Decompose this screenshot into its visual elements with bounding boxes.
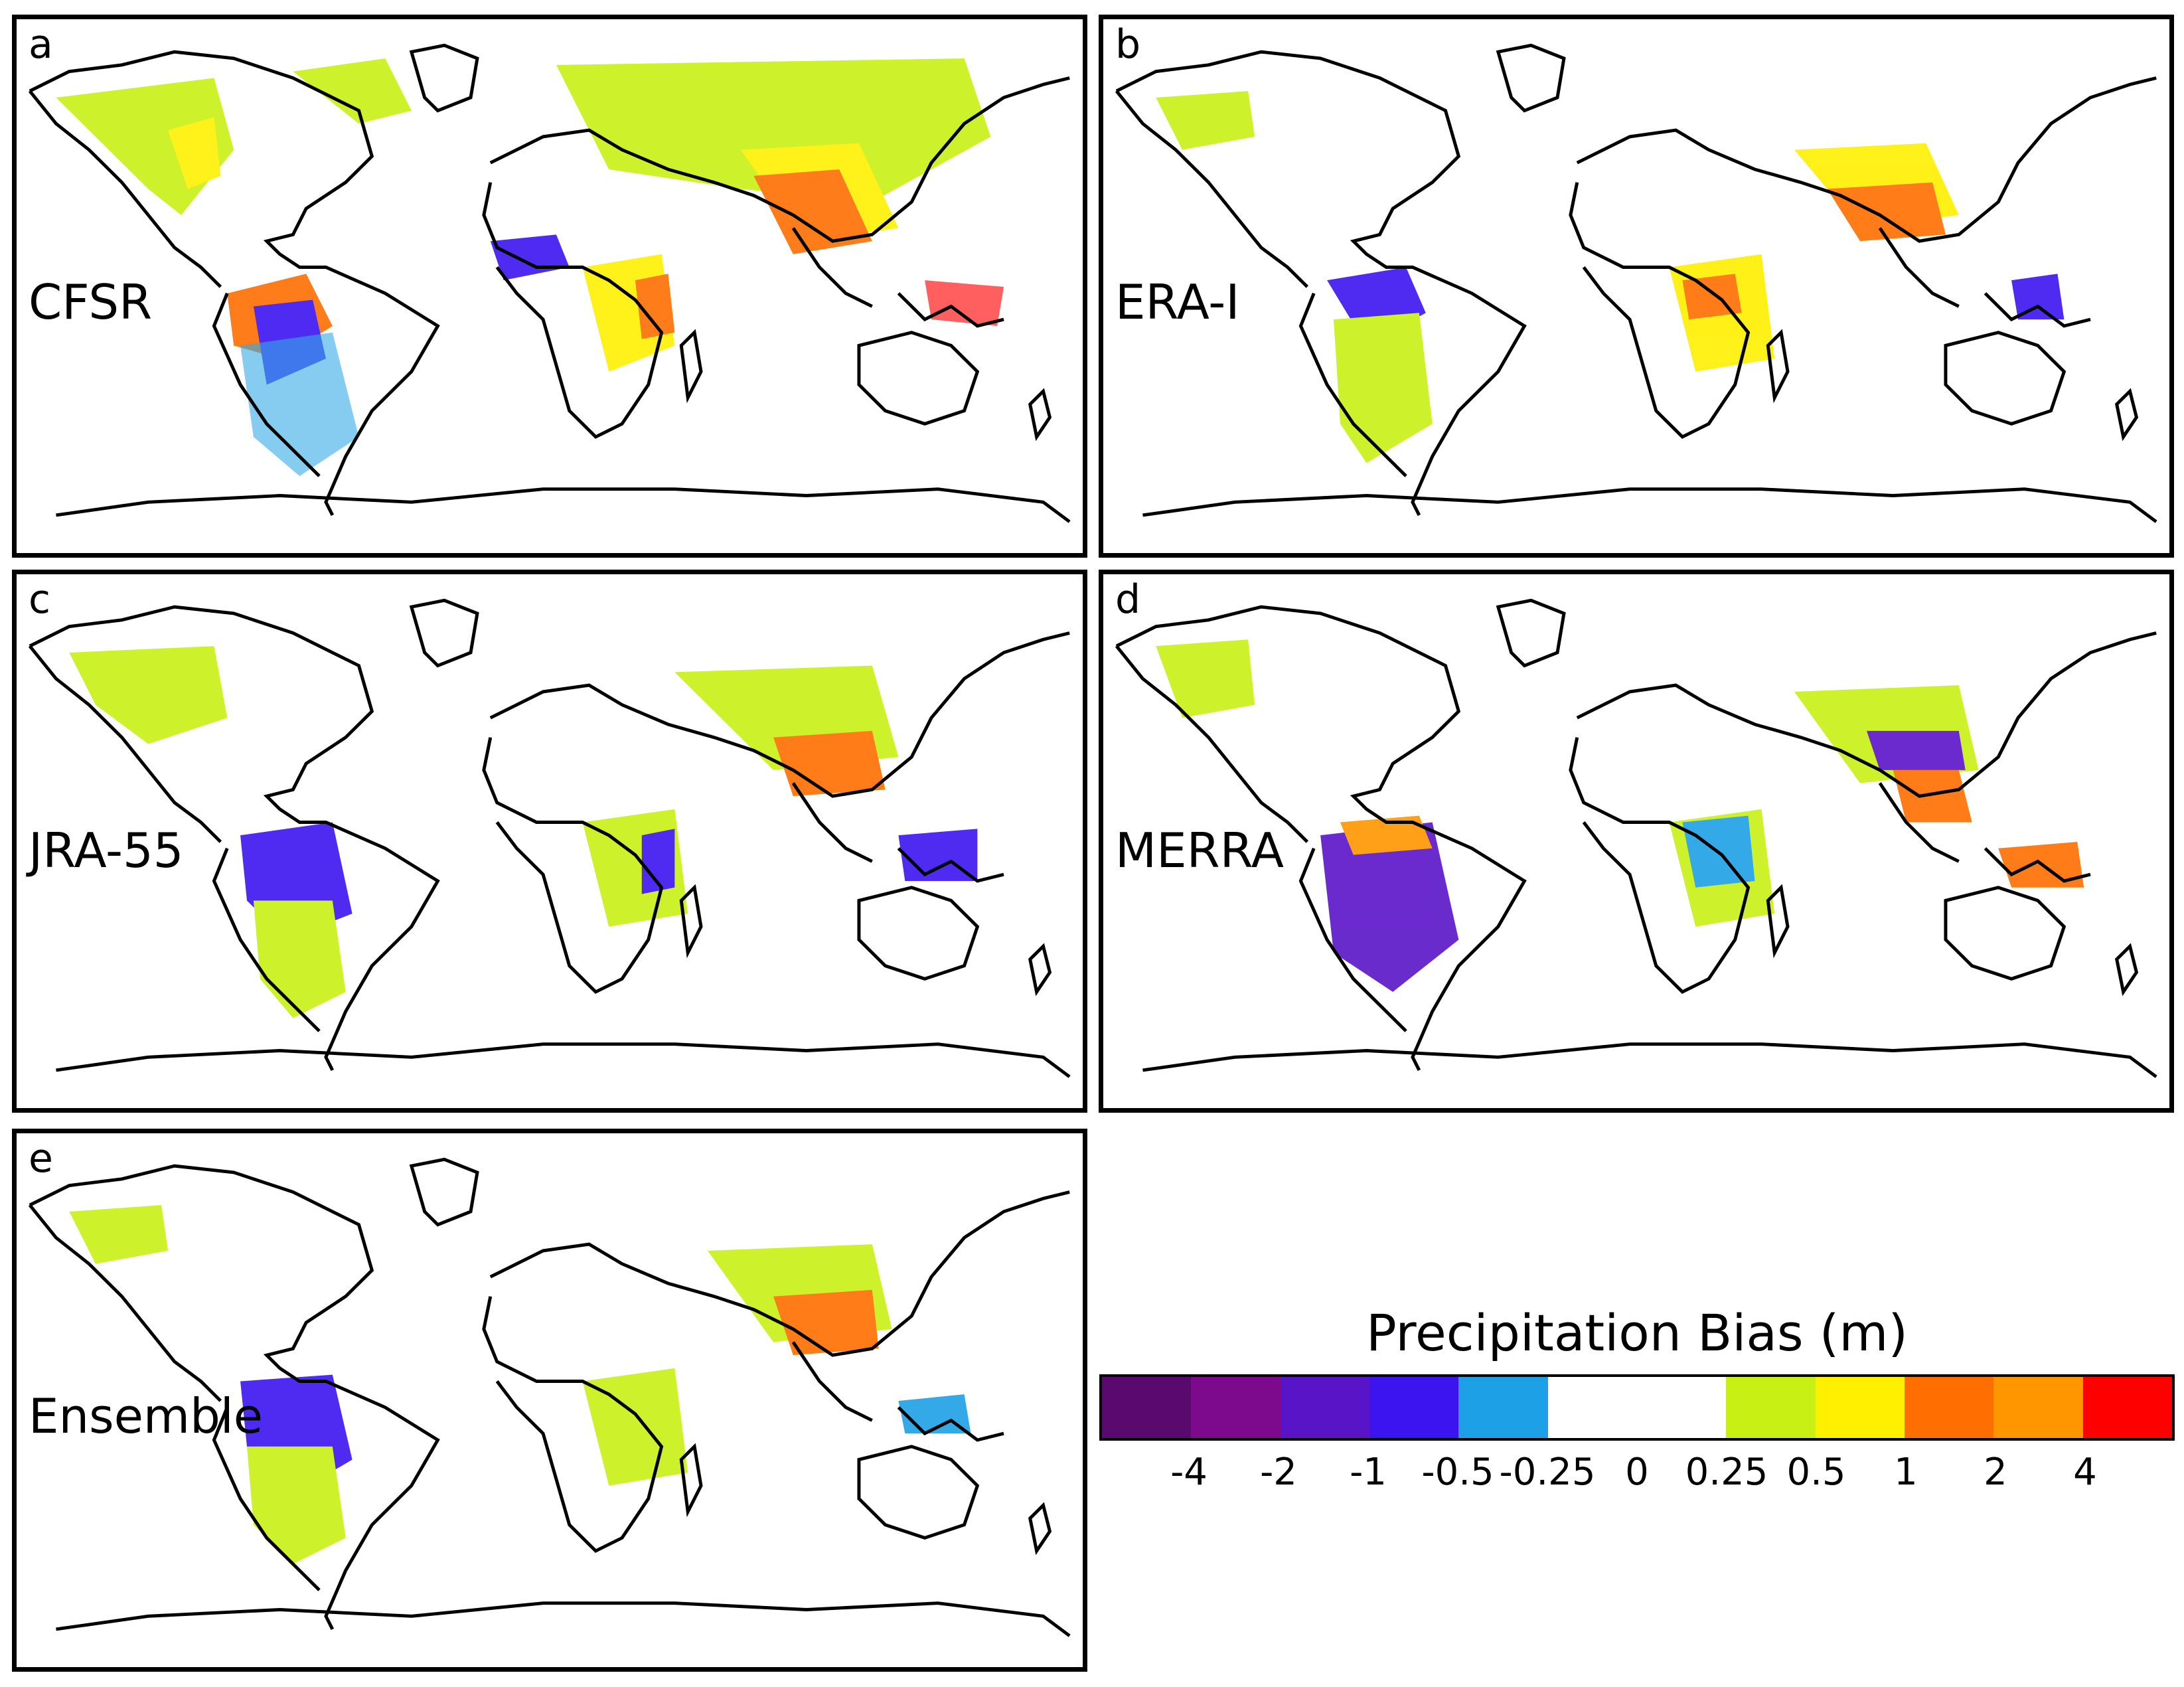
color-swatch xyxy=(1815,1377,1905,1438)
bias-patches xyxy=(1156,91,2065,463)
tick-label: -0.5 xyxy=(1421,1451,1494,1494)
color-swatch xyxy=(1904,1377,1994,1438)
model-label: CFSR xyxy=(29,274,153,330)
world-map-c xyxy=(28,598,1071,1078)
coastlines xyxy=(28,598,1071,1078)
world-map-e xyxy=(28,1157,1071,1637)
colorbar-legend: Precipitation Bias (m) -4 -2 -1 -0.5 -0.… xyxy=(1099,1308,2175,1520)
panel-letter: d xyxy=(1115,576,1141,623)
tick-label: 0 xyxy=(1625,1451,1649,1494)
tick-label: 1 xyxy=(1894,1451,1918,1494)
color-swatch xyxy=(1102,1377,1192,1438)
map-panel-b: b ERA-I xyxy=(1099,15,2174,558)
tick-label: -4 xyxy=(1170,1451,1208,1494)
panel-letter: c xyxy=(29,576,50,623)
tick-label: -2 xyxy=(1260,1451,1297,1494)
bias-patches xyxy=(69,1205,971,1564)
coastlines xyxy=(1115,43,2157,523)
coastlines xyxy=(28,1157,1071,1637)
color-swatch xyxy=(1191,1377,1281,1438)
map-panel-e: e Ensemble xyxy=(12,1129,1087,1672)
color-swatch xyxy=(1636,1377,1727,1438)
tick-label: -0.25 xyxy=(1499,1451,1596,1494)
bias-patches xyxy=(56,58,1004,477)
tick-label: -1 xyxy=(1350,1451,1387,1494)
colorbar xyxy=(1099,1374,2175,1441)
world-map-a xyxy=(28,43,1071,523)
color-swatch xyxy=(1369,1377,1459,1438)
world-map-b xyxy=(1115,43,2157,523)
map-panel-a: a CFSR xyxy=(12,15,1087,558)
bias-patches xyxy=(1156,639,2084,993)
world-map-d xyxy=(1115,598,2157,1078)
tick-label: 2 xyxy=(1984,1451,2007,1494)
color-swatch xyxy=(1458,1377,1548,1438)
color-swatch xyxy=(1547,1377,1637,1438)
coastlines xyxy=(28,43,1071,523)
map-panel-d: d MERRA xyxy=(1099,570,2174,1113)
legend-title: Precipitation Bias (m) xyxy=(1365,1303,1909,1362)
panel-letter: a xyxy=(29,21,53,68)
model-label: MERRA xyxy=(1115,823,1285,878)
colorbar-ticks: -4 -2 -1 -0.5 -0.25 0 0.25 0.5 1 2 4 xyxy=(1099,1454,2175,1507)
map-panel-c: c JRA-55 xyxy=(12,570,1087,1113)
coastlines xyxy=(1115,598,2157,1078)
model-label: JRA-55 xyxy=(29,823,184,878)
panel-letter: b xyxy=(1115,21,1141,68)
color-swatch xyxy=(2082,1377,2172,1438)
tick-label: 0.25 xyxy=(1685,1451,1768,1494)
tick-label: 0.5 xyxy=(1786,1451,1846,1494)
model-label: ERA-I xyxy=(1115,274,1240,330)
color-swatch xyxy=(1726,1377,1816,1438)
color-swatch xyxy=(1993,1377,2083,1438)
tick-label: 4 xyxy=(2073,1451,2097,1494)
color-swatch xyxy=(1280,1377,1369,1438)
model-label: Ensemble xyxy=(29,1388,264,1444)
panel-letter: e xyxy=(29,1135,53,1182)
